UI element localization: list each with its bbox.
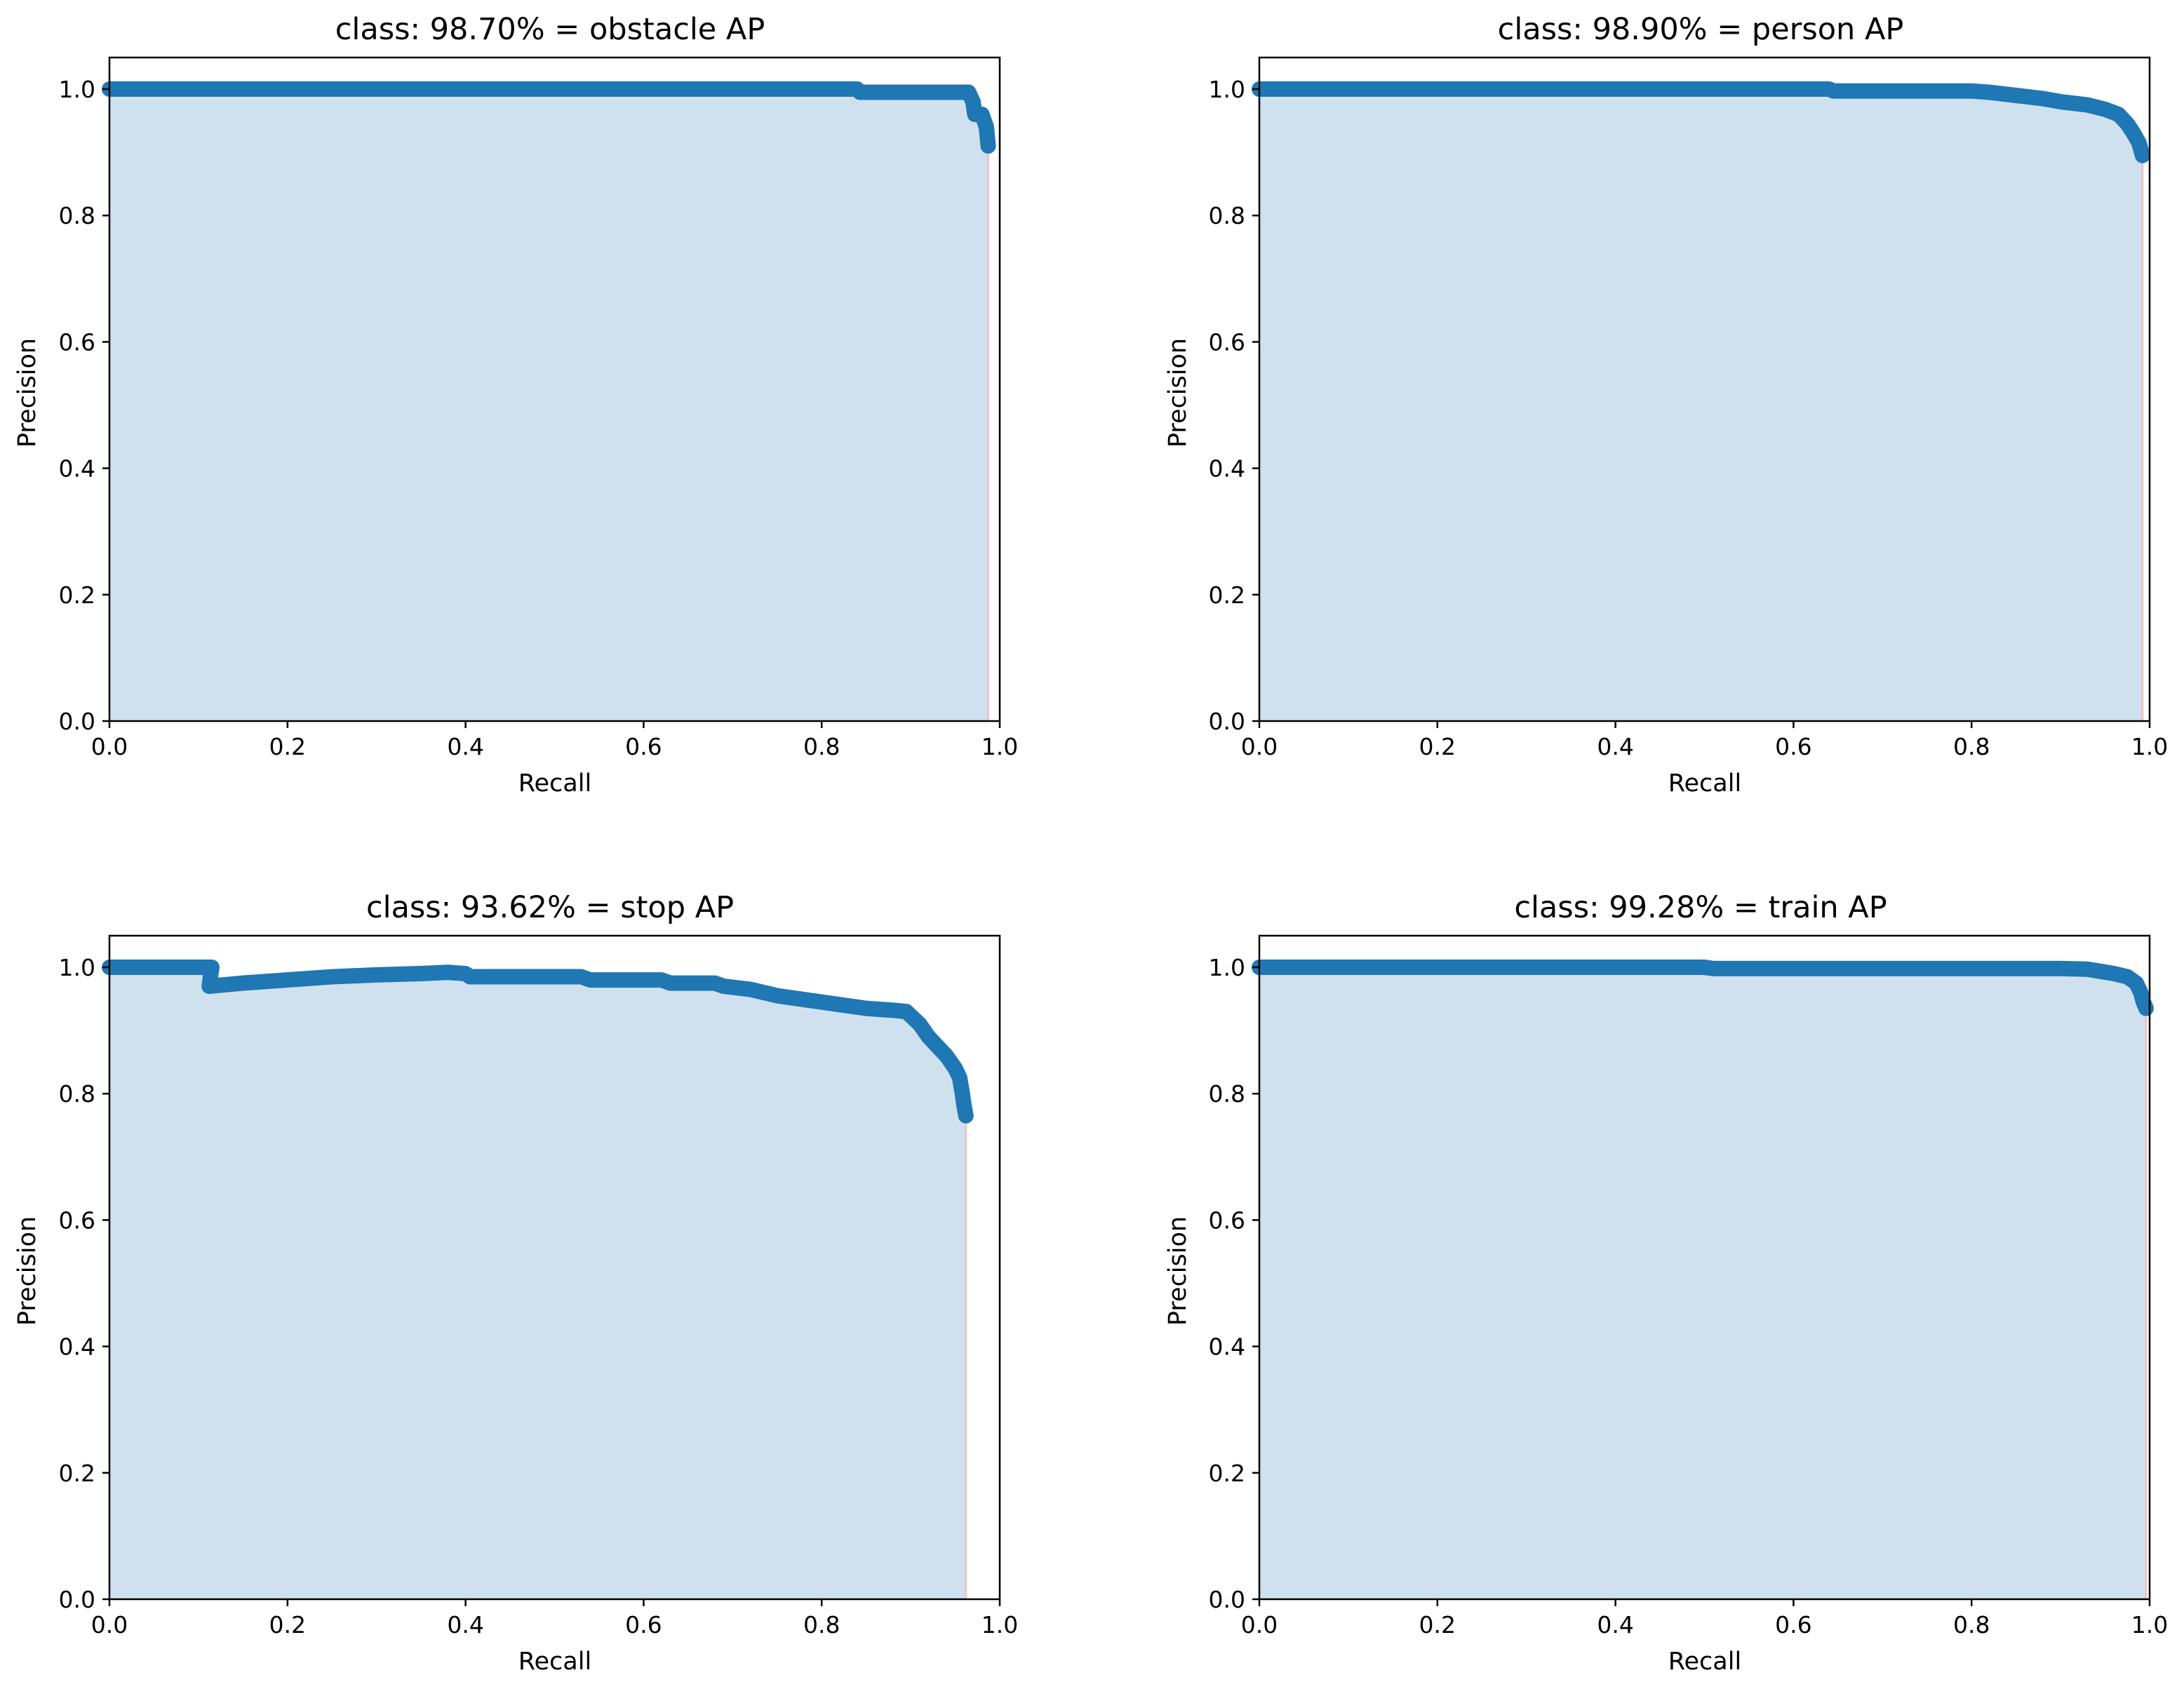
y-tick-label: 0.2 [59,1460,95,1487]
y-axis-label: Precision [13,1216,41,1326]
plot-area: 0.0 0.2 0.4 0.6 0.8 1.0 0.0 0.2 0.4 0.6 0.8 1.0 [1209,56,2168,760]
axes-frame [1258,56,2151,722]
pr-area-fill [109,89,989,722]
y-tick-label: 1.0 [1209,76,1245,103]
x-tick-label: 0.6 [1775,733,1811,760]
y-axis-label: Precision [1164,1216,1192,1326]
chart-title: class: 99.28% = train AP [1514,890,1887,925]
pr-area-fill [109,967,966,1599]
y-tick-label: 0.6 [59,1206,95,1234]
pr-curve [102,960,974,1124]
x-tick-label: 0.8 [803,1611,840,1638]
y-tick-label: 0.0 [59,1586,95,1613]
x-tick-label: 0.8 [1953,733,1990,760]
chart-panel-person: class: 98.90% = person AP 0.0 0.2 0.4 0.6 0.… [1164,12,2168,798]
x-axis-label: Recall [518,769,591,798]
chart-title: class: 93.62% = stop AP [366,890,734,925]
y-tick-label: 1.0 [1209,954,1245,981]
x-tick-label: 0.2 [1419,1611,1456,1638]
y-axis-label: Precision [1164,338,1192,448]
x-tick-label: 0.4 [1597,1611,1633,1638]
x-tick-label: 0.8 [803,733,840,760]
y-tick-label: 1.0 [59,76,95,103]
y-tick-label: 0.8 [1209,202,1245,229]
x-tick-label: 0.6 [625,733,662,760]
pr-curve [1252,81,2150,163]
chart-panel-obstacle: class: 98.70% = obstacle AP 0.0 0.2 0.4 0.6… [13,12,1018,798]
y-tick-label: 0.4 [1209,455,1245,483]
x-tick-label: 1.0 [2131,733,2168,760]
chart-panel-stop: class: 93.62% = stop AP 0.0 0.2 0.4 0.6 0.8 1… [13,890,1018,1676]
x-tick-label: 0.4 [447,1611,483,1638]
x-tick-label: 0.4 [1597,733,1633,760]
y-tick-label: 0.4 [59,1333,95,1361]
x-tick-label: 0.2 [269,1611,306,1638]
pr-curve [102,81,996,154]
x-tick-label: 0.4 [447,733,483,760]
pr-area-fill [1259,89,2143,722]
y-tick-label: 0.2 [1209,581,1245,609]
y-tick-label: 1.0 [59,954,95,981]
x-tick-label: 0.0 [1241,733,1278,760]
chart-title: class: 98.90% = person AP [1498,12,1904,47]
x-axis-label: Recall [518,1648,591,1676]
x-tick-label: 0.6 [625,1611,662,1638]
y-tick-label: 0.0 [59,708,95,735]
plot-area: 0.0 0.2 0.4 0.6 0.8 1.0 0.0 0.2 0.4 0.6 0.8 1.0 [59,934,1018,1638]
y-tick-label: 0.4 [1209,1333,1245,1361]
y-tick-label: 0.0 [1209,1586,1245,1613]
x-axis-label: Recall [1668,769,1741,798]
y-tick-label: 0.8 [59,1080,95,1108]
y-tick-label: 0.8 [59,202,95,229]
axes-frame [108,934,1001,1601]
pr-area-fill [1259,967,2146,1599]
chart-panel-train: class: 99.28% = train AP 0.0 0.2 0.4 0.6 0.8… [1164,890,2168,1676]
plot-area: 0.0 0.2 0.4 0.6 0.8 1.0 0.0 0.2 0.4 0.6 0.8 1.0 [59,56,1018,760]
x-tick-label: 0.2 [269,733,306,760]
y-tick-label: 0.6 [1209,1206,1245,1234]
y-tick-label: 0.8 [1209,1080,1245,1108]
x-tick-label: 0.0 [91,733,128,760]
y-tick-label: 0.6 [59,328,95,356]
x-tick-label: 0.6 [1775,1611,1811,1638]
axes-frame [1258,934,2151,1601]
axes-frame [108,56,1001,722]
y-tick-label: 0.4 [59,455,95,483]
chart-title: class: 98.70% = obstacle AP [335,12,765,47]
x-tick-label: 0.0 [1241,1611,1278,1638]
plot-area: 0.0 0.2 0.4 0.6 0.8 1.0 0.0 0.2 0.4 0.6 0.8 1.0 [1209,934,2168,1638]
pr-curve [1252,960,2154,1016]
x-tick-label: 1.0 [982,733,1018,760]
x-tick-label: 0.8 [1953,1611,1990,1638]
x-tick-label: 1.0 [2131,1611,2168,1638]
x-tick-label: 1.0 [982,1611,1018,1638]
y-tick-label: 0.6 [1209,328,1245,356]
y-axis-label: Precision [13,338,41,448]
y-tick-label: 0.2 [1209,1460,1245,1487]
x-axis-label: Recall [1668,1648,1741,1676]
y-tick-label: 0.2 [59,581,95,609]
x-tick-label: 0.2 [1419,733,1456,760]
x-tick-label: 0.0 [91,1611,128,1638]
y-tick-label: 0.0 [1209,708,1245,735]
